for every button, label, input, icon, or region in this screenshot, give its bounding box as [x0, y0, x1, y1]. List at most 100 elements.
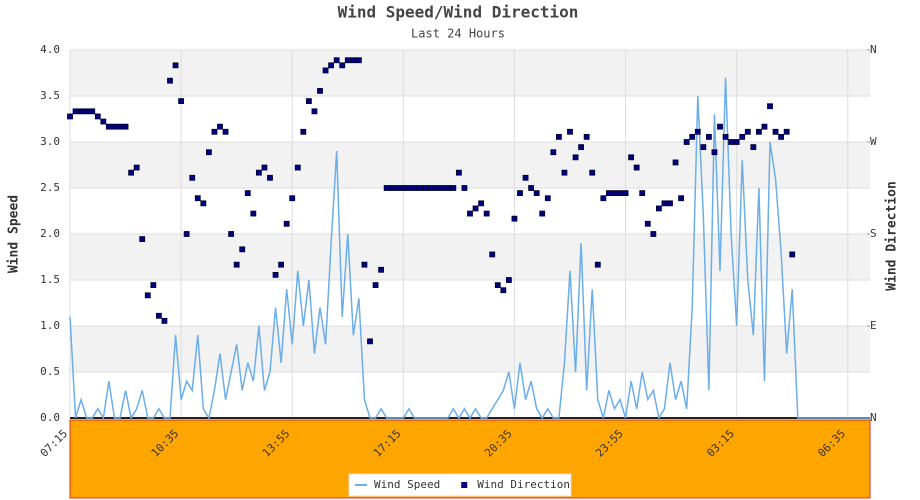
wind-direction-point — [150, 282, 157, 289]
wind-direction-point — [211, 128, 218, 135]
wind-direction-point — [489, 251, 496, 258]
wind-direction-point — [511, 215, 518, 222]
y2-tick-label: E — [870, 319, 877, 332]
wind-direction-point — [355, 57, 362, 64]
wind-direction-point — [394, 185, 401, 191]
plot-band — [70, 234, 870, 280]
wind-direction-point — [778, 133, 785, 140]
legend-label: Wind Speed — [374, 478, 440, 491]
wind-direction-point — [450, 185, 457, 191]
plot-band — [70, 372, 870, 418]
wind-direction-point — [722, 133, 729, 140]
y-tick-label: 2.5 — [40, 181, 60, 194]
wind-direction-point — [455, 169, 462, 176]
wind-direction-point — [117, 123, 123, 130]
wind-direction-point — [689, 133, 696, 140]
wind-direction-point — [261, 164, 268, 171]
wind-direction-point — [194, 195, 201, 202]
wind-direction-point — [389, 185, 396, 191]
y-tick-label: 3.0 — [40, 135, 60, 148]
wind-direction-point — [78, 108, 85, 115]
wind-direction-point — [128, 169, 135, 176]
x-tick-label: 07:15 — [38, 427, 71, 460]
wind-direction-point — [583, 133, 590, 140]
wind-direction-point — [650, 231, 657, 237]
wind-direction-point — [589, 169, 596, 176]
y2-axis-title: Wind Direction — [885, 181, 900, 291]
wind-direction-point — [700, 144, 707, 151]
wind-direction-point — [628, 154, 635, 161]
wind-direction-point — [167, 77, 173, 84]
y2-tick-label: S — [870, 227, 877, 240]
wind-direction-point — [400, 185, 407, 191]
wind-direction-point — [678, 195, 685, 202]
wind-direction-point — [239, 246, 246, 253]
wind-direction-point — [705, 133, 712, 140]
wind-direction-point — [105, 123, 112, 130]
wind-direction-point — [439, 185, 446, 191]
wind-direction-point — [561, 169, 568, 176]
wind-direction-point — [717, 123, 723, 130]
wind-direction-point — [533, 190, 540, 197]
wind-direction-point — [122, 123, 129, 130]
legend-label: Wind Direction — [477, 478, 570, 491]
wind-direction-point — [433, 185, 440, 191]
y2-tick-label: N — [870, 411, 877, 424]
wind-direction-point — [767, 103, 773, 110]
wind-direction-point — [272, 271, 279, 278]
y-tick-label: 1.0 — [40, 319, 60, 332]
y2-tick-label: N — [870, 43, 877, 56]
plot-band — [70, 50, 870, 96]
wind-direction-point — [89, 108, 96, 115]
wind-direction-point — [494, 282, 501, 289]
plot-band — [70, 326, 870, 372]
wind-direction-point — [267, 174, 273, 181]
wind-direction-point — [217, 123, 223, 130]
wind-direction-point — [605, 190, 612, 197]
wind-direction-point — [478, 200, 485, 207]
wind-direction-point — [289, 195, 296, 202]
wind-direction-point — [344, 57, 351, 64]
wind-direction-point — [594, 261, 601, 268]
wind-direction-point — [655, 205, 662, 212]
wind-direction-point — [155, 312, 162, 319]
wind-direction-point — [728, 139, 735, 145]
plot-band — [70, 142, 870, 188]
wind-direction-point — [617, 190, 623, 197]
wind-direction-point — [733, 139, 740, 145]
wind-direction-point — [405, 185, 412, 191]
wind-direction-point — [555, 133, 562, 140]
wind-direction-point — [222, 128, 229, 135]
wind-direction-point — [572, 154, 579, 161]
wind-direction-point — [578, 144, 585, 151]
wind-direction-point — [683, 139, 690, 145]
y-tick-label: 1.5 — [40, 273, 60, 286]
wind-direction-point — [517, 190, 523, 197]
wind-direction-point — [183, 231, 190, 237]
wind-direction-point — [200, 200, 207, 207]
wind-direction-point — [661, 200, 668, 207]
wind-direction-point — [461, 185, 468, 191]
wind-direction-point — [111, 123, 118, 130]
wind-direction-point — [550, 149, 557, 156]
wind-direction-point — [622, 190, 629, 197]
wind-direction-point — [772, 128, 779, 135]
wind-direction-point — [311, 108, 318, 115]
wind-direction-point — [350, 57, 357, 64]
wind-direction-point — [528, 185, 535, 191]
wind-direction-point — [750, 144, 757, 151]
wind-direction-point — [294, 164, 301, 171]
wind-direction-point — [644, 220, 651, 227]
wind-direction-point — [500, 287, 507, 294]
wind-direction-point — [178, 98, 185, 105]
wind-direction-point — [94, 113, 101, 120]
wind-direction-point — [228, 231, 235, 237]
chart-title: Wind Speed/Wind Direction — [338, 3, 579, 22]
wind-direction-point — [333, 57, 340, 64]
wind-direction-point — [633, 164, 640, 171]
wind-direction-point — [444, 185, 451, 191]
wind-direction-point — [322, 67, 329, 74]
wind-direction-point — [133, 164, 140, 171]
wind-direction-point — [372, 282, 379, 289]
